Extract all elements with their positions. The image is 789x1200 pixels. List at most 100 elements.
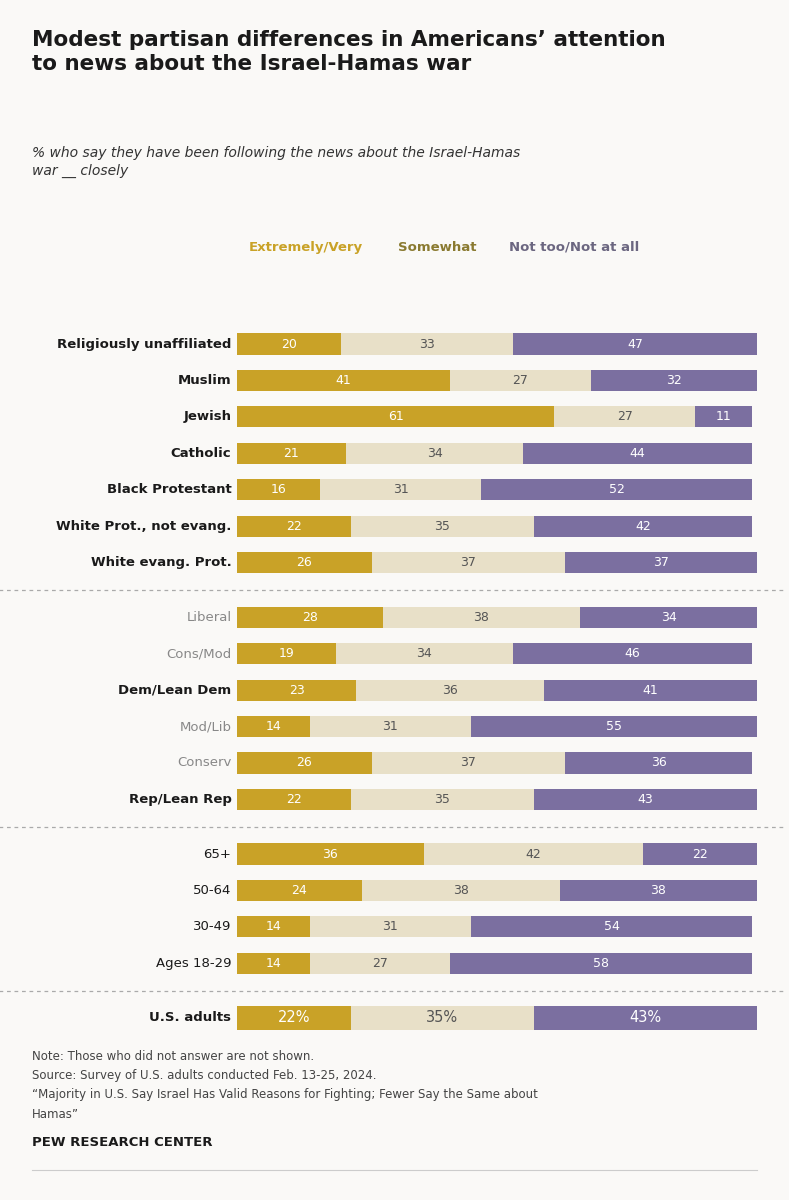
Text: 55: 55 [606,720,623,733]
Bar [237,552,372,574]
Text: 26: 26 [297,556,312,569]
Text: Ages 18-29: Ages 18-29 [156,956,231,970]
Text: 35%: 35% [426,1010,458,1026]
Text: 42: 42 [635,520,651,533]
Bar [237,679,357,701]
Text: 33: 33 [419,337,435,350]
Text: Extremely/Very: Extremely/Very [249,241,363,253]
Text: 24: 24 [291,884,307,896]
Text: PEW RESEARCH CENTER: PEW RESEARCH CENTER [32,1136,212,1150]
Bar [565,552,757,574]
Text: 32: 32 [666,374,682,386]
Bar [523,443,752,464]
Text: 22: 22 [692,847,708,860]
Text: 36: 36 [651,756,667,769]
Text: 26: 26 [297,756,312,769]
Text: 37: 37 [653,556,669,569]
Text: 34: 34 [417,647,432,660]
Bar [544,679,757,701]
Bar [237,643,335,665]
Bar [555,407,695,427]
Text: 22%: 22% [278,1010,310,1026]
Text: 31: 31 [383,720,398,733]
Bar [351,516,533,536]
Text: Muslim: Muslim [178,374,231,386]
Text: 58: 58 [593,956,609,970]
Text: 11: 11 [716,410,731,424]
Bar [341,334,513,355]
Text: 54: 54 [604,920,619,934]
Text: 47: 47 [627,337,643,350]
Text: Jewish: Jewish [184,410,231,424]
Text: 20: 20 [281,337,297,350]
Bar [372,552,565,574]
Text: 65+: 65+ [204,847,231,860]
Bar [357,679,544,701]
Bar [237,516,351,536]
Bar [237,370,451,391]
Bar [372,752,565,774]
Text: “Majority in U.S. Say Israel Has Valid Reasons for Fighting; Fewer Say the Same : “Majority in U.S. Say Israel Has Valid R… [32,1088,537,1102]
Text: 19: 19 [279,647,294,660]
Bar [533,516,752,536]
Text: Hamas”: Hamas” [32,1108,79,1121]
Text: 27: 27 [617,410,633,424]
Text: 35: 35 [435,520,451,533]
Bar [559,880,757,901]
Bar [361,880,559,901]
Text: 22: 22 [286,520,302,533]
Text: 38: 38 [473,611,489,624]
Bar [237,953,309,974]
Text: Religiously unaffiliated: Religiously unaffiliated [57,337,231,350]
Text: Dem/Lean Dem: Dem/Lean Dem [118,684,231,697]
Bar [565,752,752,774]
Text: 41: 41 [335,374,351,386]
Bar [424,844,643,864]
Text: Cons/Mod: Cons/Mod [166,647,231,660]
Text: 28: 28 [301,611,317,624]
Bar [643,844,757,864]
Bar [309,716,471,737]
Bar [237,407,555,427]
Text: Modest partisan differences in Americans’ attention
to news about the Israel-Ham: Modest partisan differences in Americans… [32,30,665,74]
Bar [237,334,341,355]
Text: White evang. Prot.: White evang. Prot. [91,556,231,569]
Text: 34: 34 [661,611,677,624]
Text: 43%: 43% [630,1010,661,1026]
Text: Mod/Lib: Mod/Lib [179,720,231,733]
Bar [309,953,451,974]
Text: 23: 23 [289,684,305,697]
Text: 16: 16 [271,484,286,497]
Text: 46: 46 [625,647,641,660]
Text: 27: 27 [513,374,529,386]
Bar [383,607,581,628]
Bar [237,607,383,628]
Text: 37: 37 [461,556,477,569]
Bar [513,643,752,665]
Text: 31: 31 [383,920,398,934]
Text: 61: 61 [387,410,403,424]
Bar [237,752,372,774]
Bar [351,788,533,810]
Bar [513,334,757,355]
Bar [237,479,320,500]
Text: Source: Survey of U.S. adults conducted Feb. 13-25, 2024.: Source: Survey of U.S. adults conducted … [32,1069,376,1082]
Text: 31: 31 [393,484,409,497]
Bar [237,917,309,937]
Bar [237,880,361,901]
Text: Catholic: Catholic [171,446,231,460]
Text: 14: 14 [265,920,281,934]
Text: 41: 41 [643,684,659,697]
Bar [237,844,424,864]
Text: 14: 14 [265,956,281,970]
Text: Not too/Not at all: Not too/Not at all [509,241,639,253]
Text: 22: 22 [286,793,302,806]
Bar [237,788,351,810]
Text: 38: 38 [453,884,469,896]
Bar [533,1006,757,1031]
Bar [471,716,757,737]
Bar [471,917,752,937]
Text: 43: 43 [638,793,653,806]
Bar [451,370,591,391]
Bar [320,479,481,500]
